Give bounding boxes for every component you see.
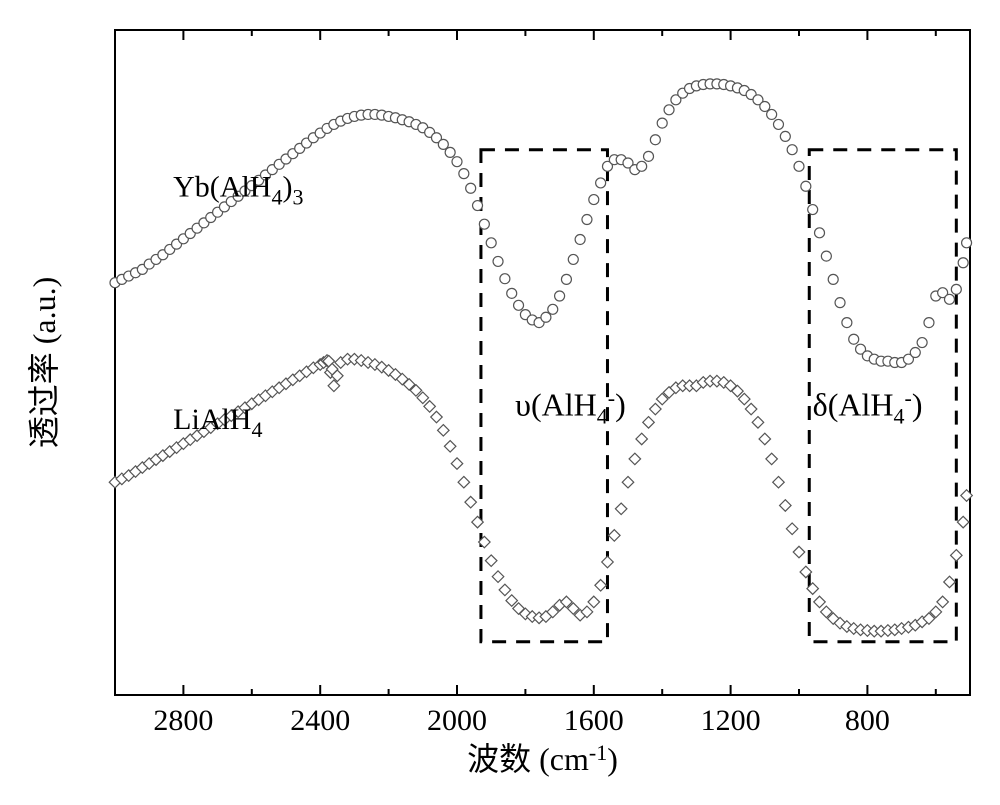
svg-text:透过率 (a.u.): 透过率 (a.u.) [26, 277, 62, 449]
svg-text:2400: 2400 [290, 704, 350, 737]
chart-svg: 2800 2400 2000 1600 1200 800 波数 (cm-1) 透过率 (a.u… [0, 0, 1000, 805]
series-Yb(AlH4)3 [110, 79, 972, 368]
svg-text:2800: 2800 [153, 704, 213, 737]
svg-text:波数 (cm-1): 波数 (cm-1) [467, 740, 618, 777]
svg-text:1600: 1600 [564, 704, 624, 737]
svg-text:800: 800 [845, 704, 890, 737]
svg-text:υ(AlH4-): υ(AlH4-) [515, 386, 626, 429]
svg-text:2000: 2000 [427, 704, 487, 737]
svg-text:δ(AlH4-): δ(AlH4-) [813, 386, 923, 429]
ftir-chart: 2800 2400 2000 1600 1200 800 波数 (cm-1) 透过率 (a.u… [0, 0, 1000, 805]
svg-text:1200: 1200 [701, 704, 761, 737]
svg-text:LiAlH4: LiAlH4 [173, 403, 262, 442]
svg-text:Yb(AlH4)3: Yb(AlH4)3 [173, 170, 303, 209]
